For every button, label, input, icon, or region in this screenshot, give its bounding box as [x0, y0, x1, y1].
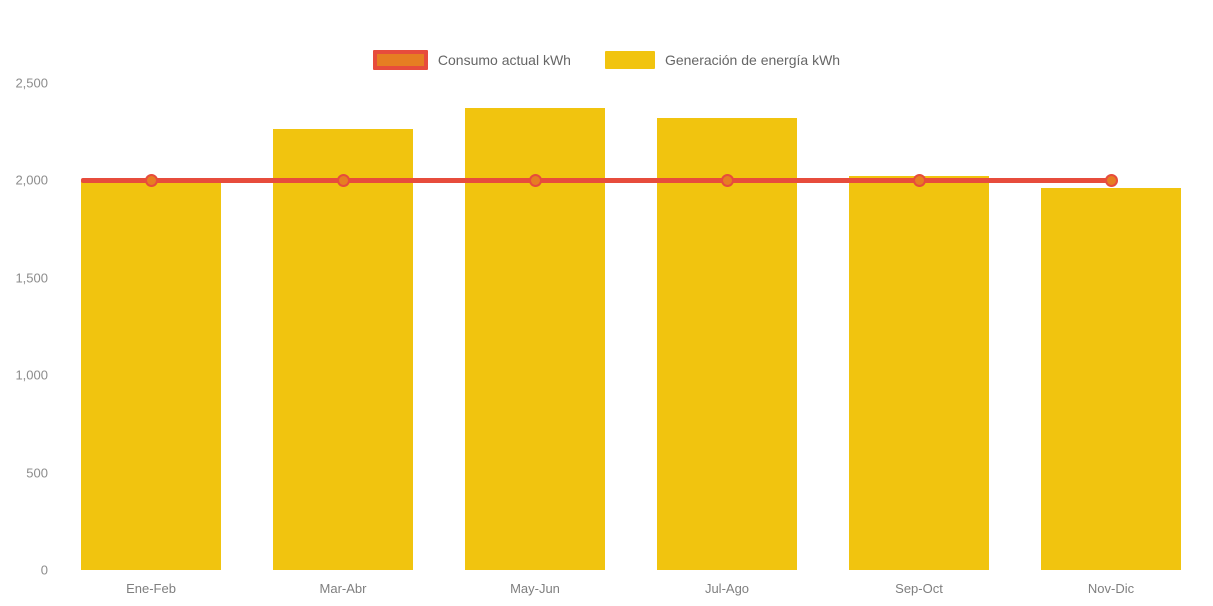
- y-axis-tick-label: 2,000: [15, 172, 48, 188]
- consumption-point-Sep-Oct: [912, 173, 926, 187]
- consumption-point-Ene-Feb: [144, 173, 158, 187]
- bar-Jul-Ago: [657, 117, 797, 570]
- y-axis-tick-label: 0: [40, 562, 48, 578]
- consumption-line: [81, 177, 1113, 183]
- x-axis-category-label: May-Jun: [510, 581, 560, 596]
- legend-item-consumo[interactable]: Consumo actual kWh: [372, 50, 571, 70]
- x-axis-category-label: Mar-Abr: [319, 581, 367, 596]
- y-axis-tick-label: 2,500: [15, 75, 48, 91]
- chart-legend: Consumo actual kWh Generación de energía…: [0, 50, 1213, 70]
- legend-label-consumo: Consumo actual kWh: [437, 52, 571, 68]
- y-axis-tick-label: 1,000: [15, 367, 48, 383]
- consumption-point-May-Jun: [528, 173, 542, 187]
- consumption-point-Jul-Ago: [720, 173, 734, 187]
- legend-item-generacion[interactable]: Generación de energía kWh: [604, 51, 841, 69]
- bar-Mar-Abr: [273, 129, 413, 570]
- x-axis-category-label: Nov-Dic: [1087, 581, 1135, 596]
- bar-Ene-Feb: [81, 180, 221, 570]
- consumption-point-Mar-Abr: [336, 173, 350, 187]
- line-series-swatch-icon: [372, 50, 428, 70]
- bar-series-swatch-icon: [604, 51, 655, 69]
- consumption-point-Nov-Dic: [1104, 173, 1118, 187]
- bar-Sep-Oct: [849, 176, 989, 570]
- y-axis-tick-label: 500: [26, 465, 48, 481]
- x-axis-category-label: Jul-Ago: [704, 581, 750, 596]
- x-axis-category-label: Sep-Oct: [895, 581, 943, 596]
- legend-label-generacion: Generación de energía kWh: [664, 52, 841, 68]
- y-axis-tick-label: 1,500: [15, 270, 48, 286]
- bar-Nov-Dic: [1041, 187, 1181, 570]
- x-axis-category-label: Ene-Feb: [126, 581, 176, 596]
